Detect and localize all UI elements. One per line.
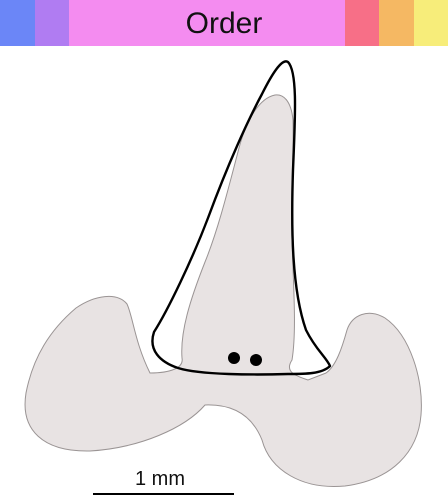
spot-right xyxy=(250,354,262,366)
scale-bar-label: 1 mm xyxy=(135,468,185,490)
swatch-yellow xyxy=(414,0,448,46)
swatch-orange xyxy=(379,0,414,46)
specimen-outline xyxy=(151,60,332,376)
swatch-violet xyxy=(35,0,69,46)
spot-left xyxy=(228,352,240,364)
swatch-coral xyxy=(345,0,379,46)
order-color-bar xyxy=(0,0,448,46)
swatch-magenta xyxy=(69,0,345,46)
swatch-blue xyxy=(0,0,35,46)
specimen-body xyxy=(24,94,422,488)
